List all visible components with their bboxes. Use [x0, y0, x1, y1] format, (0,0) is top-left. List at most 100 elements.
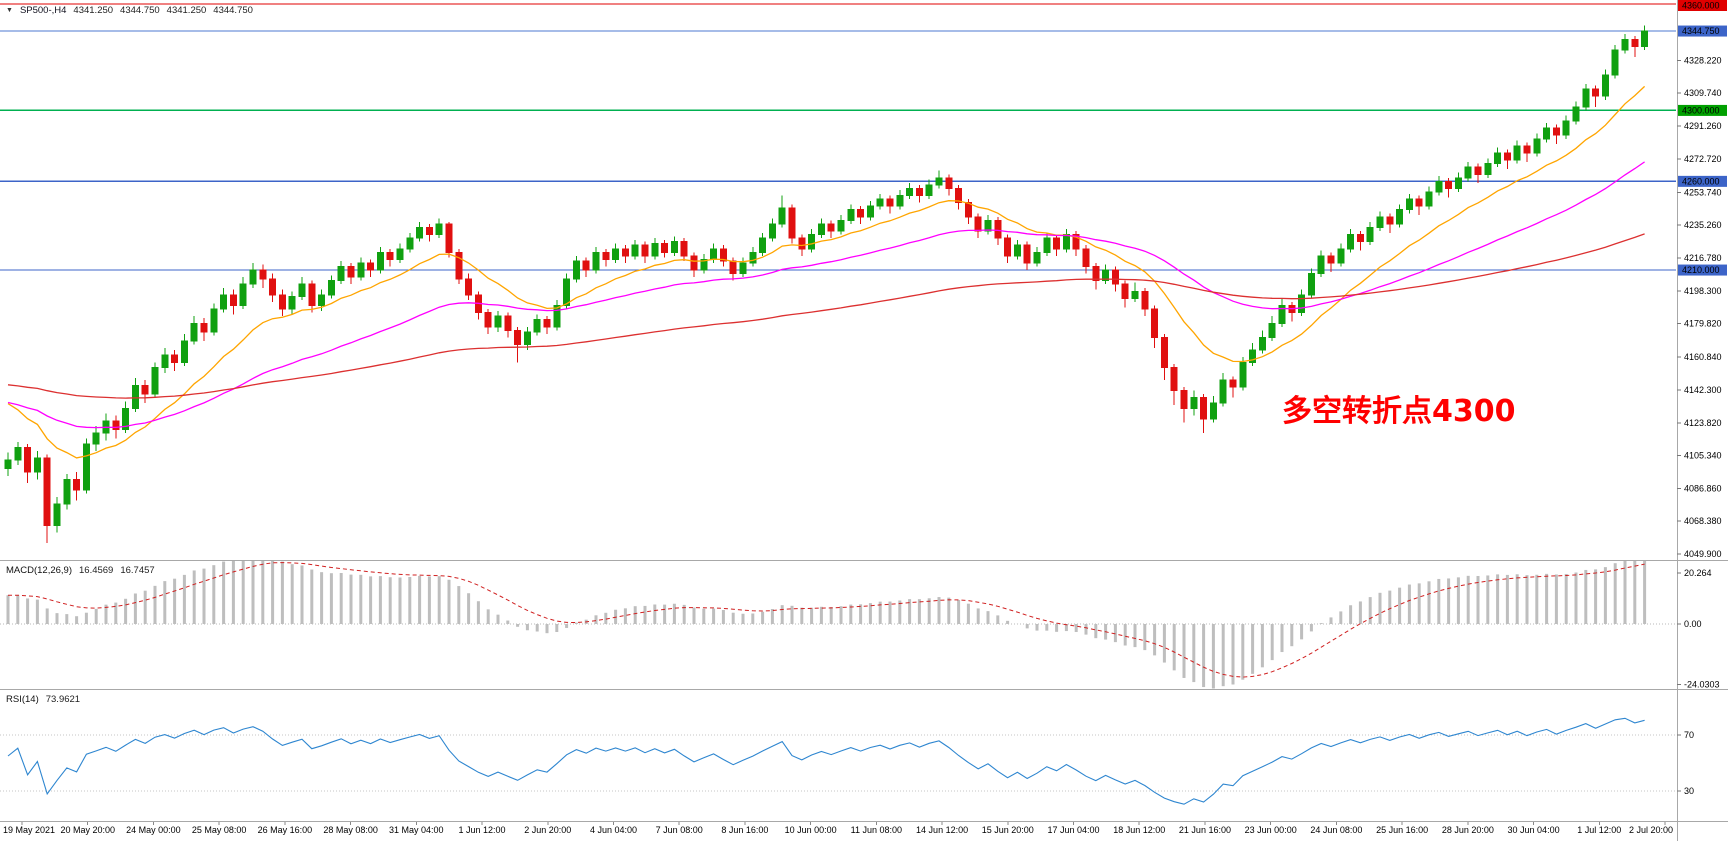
candle [915, 187, 923, 197]
candle [906, 187, 914, 197]
price-tick: 4105.340 [1684, 451, 1722, 461]
candle [1631, 38, 1639, 48]
candle [318, 294, 326, 307]
ma-medium-line[interactable] [7, 161, 1645, 429]
candle [1004, 237, 1012, 257]
candle [994, 219, 1002, 239]
candle [367, 262, 375, 271]
candle [425, 226, 433, 236]
time-label: 2 Jun 20:00 [524, 825, 571, 835]
macd-indicator-label: MACD(12,26,9) 16.4569 16.7457 [6, 565, 155, 576]
candle [808, 234, 816, 250]
collapse-triangle-icon[interactable]: ▼ [6, 7, 13, 14]
candle [1092, 265, 1100, 282]
ma-fast-line[interactable] [7, 85, 1646, 459]
candle [1278, 305, 1286, 324]
candle [82, 443, 90, 491]
macd-name: MACD(12,26,9) [6, 565, 72, 576]
candle [827, 223, 835, 232]
candle [259, 269, 267, 280]
candle [1249, 349, 1257, 363]
candle [612, 248, 620, 260]
time-label: 10 Jun 00:00 [785, 825, 837, 835]
candle [298, 283, 306, 298]
candle [1239, 361, 1247, 388]
annotation-text[interactable]: 多空转折点4300 [1282, 394, 1516, 429]
candle [1464, 166, 1472, 179]
time-label: 28 Jun 20:00 [1442, 825, 1494, 835]
candle [1082, 248, 1090, 267]
candle [572, 260, 580, 280]
candle [43, 457, 51, 526]
time-label: 24 Jun 08:00 [1310, 825, 1362, 835]
candle [1131, 290, 1139, 299]
time-label: 28 May 08:00 [323, 825, 378, 835]
price-badge-4260 [1678, 175, 1727, 187]
candle [200, 322, 208, 333]
price-tick: 4328.220 [1684, 55, 1722, 65]
candle [592, 251, 600, 271]
candle [1033, 251, 1041, 264]
candle [1396, 209, 1404, 225]
candle [63, 478, 71, 505]
time-label: 1 Jun 12:00 [459, 825, 506, 835]
candle [229, 294, 237, 307]
candle [4, 459, 12, 470]
price-tick: 4142.300 [1684, 385, 1722, 395]
macd-pane[interactable] [0, 555, 1677, 689]
candle [288, 296, 296, 310]
candle [1072, 234, 1080, 250]
macd-axis-tick: 0.00 [1684, 619, 1702, 629]
candle [1513, 145, 1521, 161]
candle [1209, 402, 1217, 420]
ohlc-open: 4341.250 [73, 5, 114, 16]
ohlc-close: 4344.750 [213, 5, 253, 16]
ohlc-high: 4344.750 [120, 5, 160, 16]
candle [788, 207, 796, 239]
candle [1543, 127, 1551, 140]
price-tick: 4160.840 [1684, 352, 1722, 362]
rsi-axis-tick: 70 [1684, 730, 1694, 740]
candle [131, 384, 139, 409]
candle [798, 237, 806, 250]
candle [553, 305, 561, 328]
candle [1219, 379, 1227, 404]
candle [729, 260, 737, 275]
ma-slow-line[interactable] [7, 233, 1645, 399]
candle [778, 207, 786, 225]
price-axis[interactable]: 4328.220 4309.740 4291.260 4272.720 4253.740… [1677, 0, 1727, 796]
candle [563, 278, 571, 307]
candle [1425, 191, 1433, 207]
rsi-pane[interactable] [0, 717, 1677, 805]
candle [465, 278, 473, 296]
candle [504, 315, 512, 331]
time-label: 23 Jun 00:00 [1245, 825, 1297, 835]
price-tick: 4179.820 [1684, 319, 1722, 329]
candle [171, 354, 179, 363]
candle [220, 294, 228, 310]
candle [1053, 237, 1061, 250]
candle [680, 241, 688, 257]
candle [1552, 127, 1560, 136]
candle [768, 223, 776, 239]
candle [1151, 308, 1159, 338]
price-tick: 4272.720 [1684, 154, 1722, 164]
candle [435, 223, 443, 236]
price-pane[interactable] [0, 3, 1677, 544]
time-axis[interactable]: 19 May 2021 20 May 20:00 24 May 00:00 25 Ma… [3, 822, 1673, 835]
candle [269, 278, 277, 296]
price-badge-4210 [1678, 264, 1727, 276]
candle [641, 244, 649, 257]
rsi-indicator-label: RSI(14) 73.9621 [6, 694, 80, 705]
candle [1180, 390, 1188, 409]
time-label: 21 Jun 16:00 [1179, 825, 1231, 835]
macd-axis-tick: 20.264 [1684, 568, 1712, 578]
price-tick: 4049.900 [1684, 549, 1722, 559]
price-badge-label: 4360.000 [1682, 1, 1720, 11]
candle [523, 331, 531, 346]
candle [1533, 138, 1541, 154]
candle [1013, 244, 1021, 257]
